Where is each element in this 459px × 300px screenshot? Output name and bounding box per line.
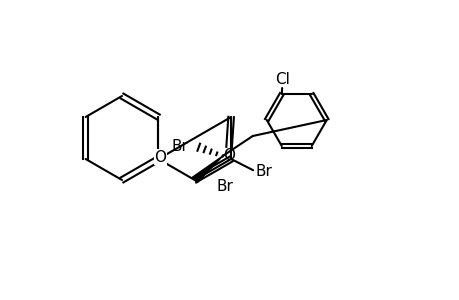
Text: Br: Br bbox=[172, 139, 188, 154]
Polygon shape bbox=[192, 156, 222, 183]
Text: Cl: Cl bbox=[275, 72, 290, 87]
Text: Br: Br bbox=[255, 164, 271, 178]
Text: O: O bbox=[223, 148, 235, 163]
Text: Br: Br bbox=[216, 178, 233, 194]
Text: O: O bbox=[154, 149, 166, 164]
